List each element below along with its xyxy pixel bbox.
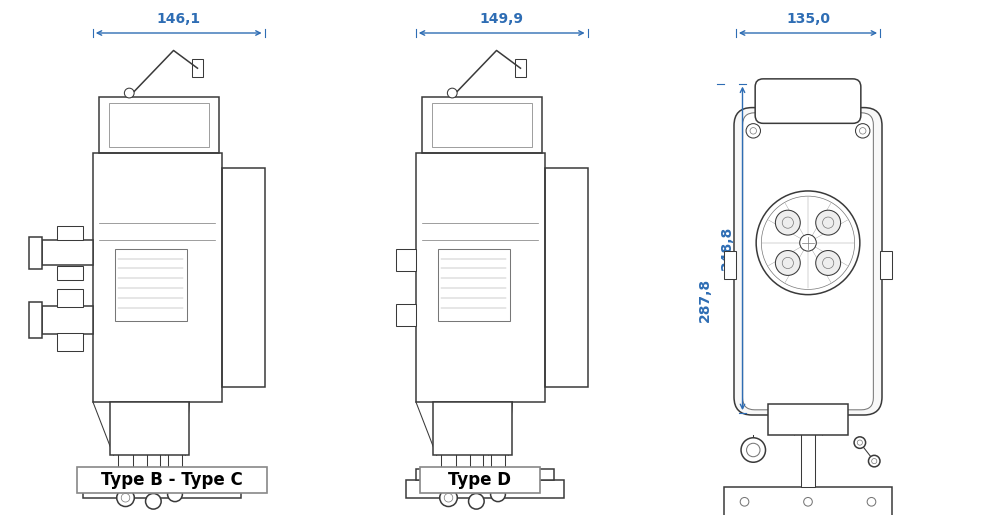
Bar [57, 289, 83, 307]
Bar [43, 241, 93, 265]
FancyBboxPatch shape [734, 108, 882, 415]
Circle shape [775, 250, 801, 276]
Circle shape [746, 124, 760, 138]
Circle shape [440, 489, 457, 507]
Circle shape [756, 191, 860, 295]
Bar [57, 226, 83, 240]
Bar [92, 469, 232, 480]
Bar [432, 402, 512, 455]
Text: 135,0: 135,0 [786, 12, 830, 26]
Text: 149,9: 149,9 [480, 12, 523, 26]
Circle shape [855, 124, 870, 138]
FancyBboxPatch shape [742, 113, 873, 410]
Bar [422, 97, 542, 153]
Bar [420, 467, 540, 493]
Bar [222, 168, 265, 387]
Bar [801, 413, 816, 487]
Circle shape [146, 493, 162, 509]
Bar [83, 480, 241, 498]
Bar [191, 59, 203, 77]
Bar [724, 251, 736, 279]
Circle shape [469, 493, 485, 509]
Text: Type D: Type D [449, 471, 511, 489]
FancyBboxPatch shape [755, 79, 861, 124]
Bar [438, 249, 509, 321]
Bar [43, 306, 93, 334]
Bar [29, 302, 43, 338]
Bar [57, 266, 83, 280]
Bar [115, 249, 187, 321]
Bar [432, 104, 532, 147]
Bar [396, 304, 416, 326]
Bar [110, 402, 189, 455]
Bar [406, 480, 564, 498]
Bar [545, 168, 588, 387]
Circle shape [868, 455, 880, 467]
Text: 146,1: 146,1 [157, 12, 201, 26]
Circle shape [800, 234, 817, 251]
Circle shape [447, 88, 457, 98]
Circle shape [741, 438, 765, 462]
Text: 248,8: 248,8 [719, 226, 733, 270]
Bar [514, 59, 526, 77]
Circle shape [125, 88, 134, 98]
Circle shape [491, 487, 505, 502]
Circle shape [816, 210, 840, 235]
Bar [768, 404, 847, 435]
Bar [99, 97, 219, 153]
Bar [415, 469, 554, 480]
Bar [29, 237, 43, 269]
Bar [724, 487, 892, 515]
Circle shape [854, 437, 865, 449]
Circle shape [167, 487, 182, 502]
Bar [396, 249, 416, 271]
Text: Type B - Type C: Type B - Type C [101, 471, 243, 489]
Bar [109, 104, 209, 147]
Bar [880, 251, 892, 279]
Bar [416, 153, 545, 402]
Circle shape [816, 250, 840, 276]
Bar [77, 467, 267, 493]
Bar [93, 153, 222, 402]
Circle shape [117, 489, 135, 507]
Text: 287,8: 287,8 [698, 278, 712, 322]
Circle shape [775, 210, 801, 235]
Bar [57, 333, 83, 351]
